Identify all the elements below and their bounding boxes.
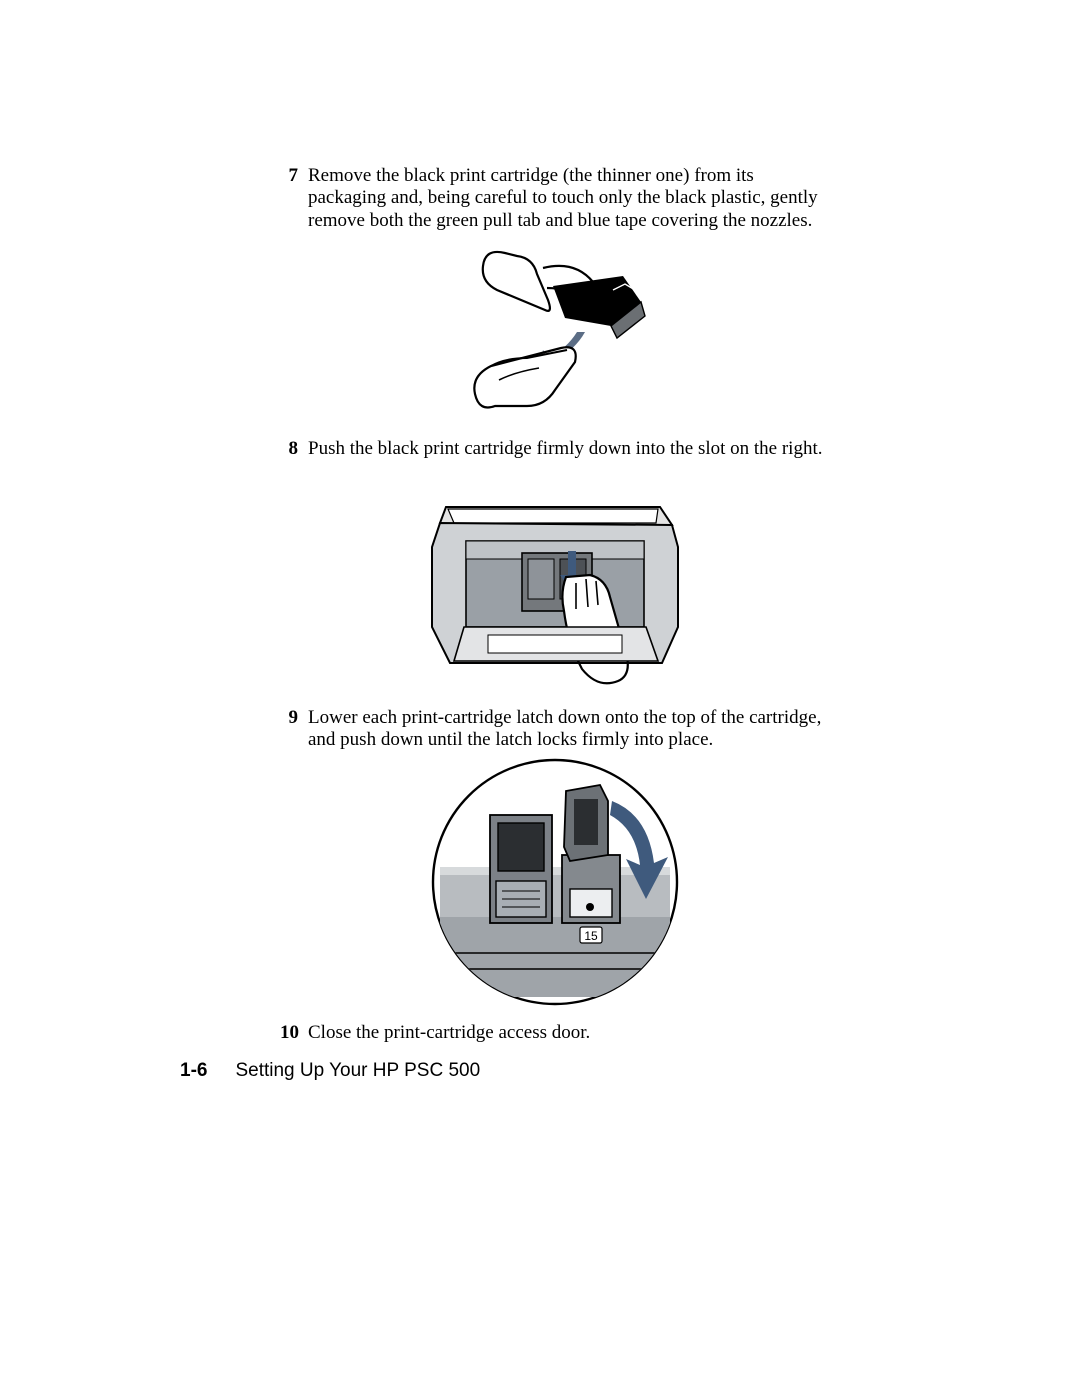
step-7-illustration xyxy=(280,238,830,428)
step-text: Lower each print-cartridge latch down on… xyxy=(308,707,830,752)
step-number: 8 xyxy=(280,438,308,460)
page-footer: 1-6 Setting Up Your HP PSC 500 xyxy=(180,1060,480,1082)
chapter-title: Setting Up Your HP PSC 500 xyxy=(235,1060,480,1081)
step-number: 9 xyxy=(280,707,308,729)
step-text: Push the black print cartridge firmly do… xyxy=(308,438,830,460)
step-number: 7 xyxy=(280,165,308,187)
page-number: 1-6 xyxy=(180,1060,207,1081)
step-9: 9 Lower each print-cartridge latch down … xyxy=(280,707,830,752)
step-text: Remove the black print cartridge (the th… xyxy=(308,165,830,232)
step-9-illustration: 15 xyxy=(280,757,830,1012)
step-number: 10 xyxy=(280,1022,308,1044)
step-7: 7 Remove the black print cartridge (the … xyxy=(280,165,830,232)
instruction-content: 7 Remove the black print cartridge (the … xyxy=(280,165,830,1051)
step-10: 10 Close the print-cartridge access door… xyxy=(280,1022,830,1044)
step-text: Close the print-cartridge access door. xyxy=(308,1022,830,1044)
step-8: 8 Push the black print cartridge firmly … xyxy=(280,438,830,460)
step-8-illustration xyxy=(280,467,830,697)
svg-text:15: 15 xyxy=(584,929,598,943)
